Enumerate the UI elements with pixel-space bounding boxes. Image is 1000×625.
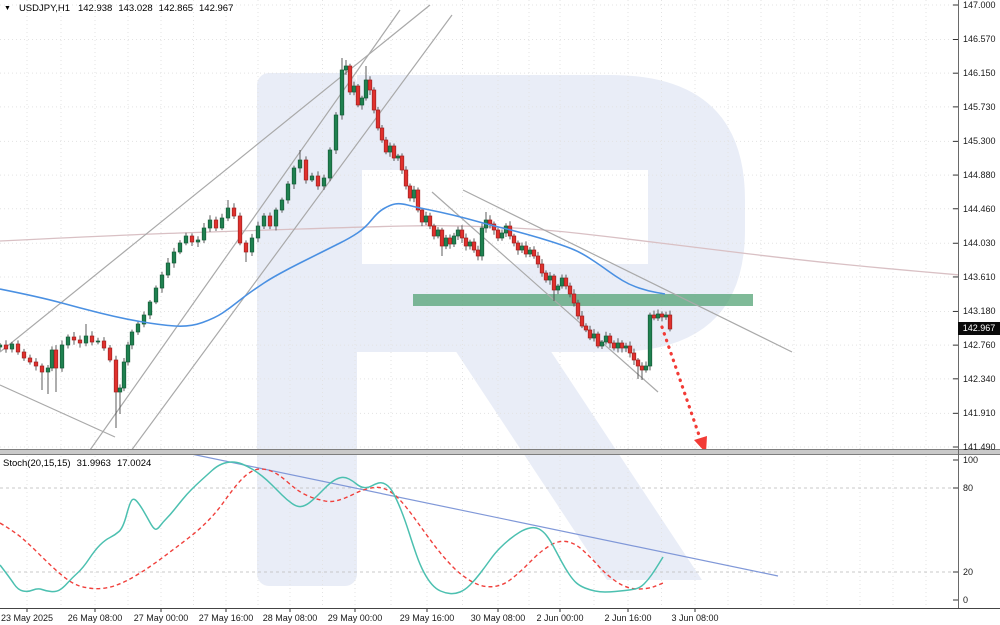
price-axis-label: 141.910 xyxy=(963,408,996,419)
gray-trendline[interactable] xyxy=(0,4,431,353)
stoch-axis-label: 80 xyxy=(963,483,974,493)
stoch-axis-label: 20 xyxy=(963,567,974,577)
time-axis-label: 26 May 08:00 xyxy=(67,613,123,623)
stoch-main-line xyxy=(0,461,664,595)
time-axis-label: 23 May 2025 xyxy=(0,613,54,623)
time-axis-label: 2 Jun 00:00 xyxy=(536,613,584,623)
fast-ma-line xyxy=(0,202,666,327)
price-axis-label: 147.000 xyxy=(963,0,996,10)
price-axis-label: 142.340 xyxy=(963,373,996,384)
price-axis-label: 146.570 xyxy=(963,34,996,45)
current-price-badge: 142.967 xyxy=(958,322,1000,335)
time-axis-label: 3 Jun 08:00 xyxy=(671,613,719,623)
open-value: 142.938 xyxy=(77,3,113,14)
time-axis-line xyxy=(0,608,1000,609)
gray-trendline[interactable] xyxy=(0,384,116,438)
price-axis-label: 143.610 xyxy=(963,271,996,282)
gray-trendline[interactable] xyxy=(128,14,453,455)
stoch-main-value: 31.9963 xyxy=(76,458,111,469)
price-axis-label: 144.880 xyxy=(963,170,996,181)
price-axis-label: 143.180 xyxy=(963,306,996,317)
candlesticks xyxy=(0,58,673,428)
close-value: 142.967 xyxy=(199,3,234,14)
price-axis-label: 141.490 xyxy=(963,442,996,452)
support-zone[interactable] xyxy=(413,294,753,306)
stoch-name-label: Stoch(20,15,15) xyxy=(3,458,71,469)
symbol-ohlc-header: ▼ USDJPY,H1 142.938 143.028 142.865 142.… xyxy=(4,3,233,14)
forecast-arrow-down[interactable] xyxy=(660,325,707,453)
time-axis-label: 29 May 00:00 xyxy=(327,613,383,623)
stoch-axis-label: 0 xyxy=(963,595,969,605)
symbol-timeframe-label: USDJPY,H1 xyxy=(18,3,70,14)
time-axis-label: 29 May 16:00 xyxy=(399,613,455,623)
gray-trendline[interactable] xyxy=(431,191,659,393)
panel-separator[interactable] xyxy=(0,449,1000,455)
price-axis-label: 144.030 xyxy=(963,238,996,249)
price-axis-line xyxy=(958,0,959,608)
price-axis-label: 145.300 xyxy=(963,136,996,147)
blue-trendline[interactable] xyxy=(171,449,779,577)
time-axis-label: 28 May 08:00 xyxy=(262,613,318,623)
gray-trendline[interactable] xyxy=(462,189,793,353)
price-axis-label: 142.760 xyxy=(963,340,996,351)
price-axis-label: 144.460 xyxy=(963,203,996,214)
stoch-signal-line xyxy=(0,468,664,590)
watermark-logo xyxy=(257,73,745,586)
symbol-dropdown-icon[interactable]: ▼ xyxy=(4,5,11,12)
time-axis-label: 27 May 16:00 xyxy=(198,613,254,623)
stoch-signal-value: 17.0024 xyxy=(116,458,152,469)
stoch-axis-label: 100 xyxy=(963,455,979,465)
price-axis-label: 146.150 xyxy=(963,68,996,79)
time-axis-label: 30 May 08:00 xyxy=(470,613,526,623)
high-value: 143.028 xyxy=(118,3,153,14)
time-axis-label: 2 Jun 16:00 xyxy=(604,613,652,623)
stochastic-indicator-header: Stoch(20,15,15) 31.9963 17.0024 xyxy=(3,458,151,469)
time-axis-label: 27 May 00:00 xyxy=(133,613,189,623)
price-axis-label: 145.730 xyxy=(963,101,996,112)
low-value: 142.865 xyxy=(158,3,194,14)
